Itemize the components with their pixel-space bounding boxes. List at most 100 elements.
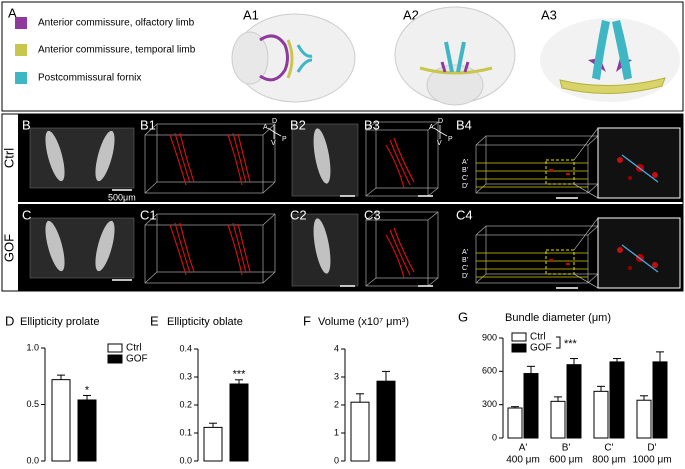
- row-label: Ctrl: [1, 148, 16, 168]
- orientation-label: D: [272, 118, 277, 125]
- bar: [51, 379, 71, 462]
- bar: [203, 426, 223, 462]
- section-label: C': [462, 265, 468, 272]
- legend-swatch: [107, 354, 123, 364]
- panel-label: G: [458, 309, 468, 324]
- legend-label: Ctrl: [530, 332, 546, 343]
- panel-label: B2: [290, 117, 306, 132]
- x-tick-label: C': [604, 443, 613, 454]
- legend-text: Anterior commissure, temporal limb: [38, 45, 196, 56]
- view-label: A1: [243, 7, 259, 22]
- x-tick-sublabel: 600 μm: [549, 455, 583, 466]
- y-tick-label: 300: [482, 399, 497, 409]
- chart-title: Ellipticity prolate: [20, 316, 99, 328]
- chart-title: Ellipticity oblate: [167, 316, 243, 328]
- significance-label: *: [85, 384, 90, 396]
- section-label: B': [462, 257, 468, 264]
- y-tick-label: 1: [334, 427, 339, 437]
- panel-label: F: [303, 313, 311, 328]
- row-label: GOF: [1, 234, 16, 262]
- significance-bracket: [556, 336, 561, 349]
- bar: [376, 380, 396, 462]
- x-tick-sublabel: 1000 μm: [632, 455, 671, 466]
- panel-label: B3: [364, 117, 380, 132]
- orientation-glyph: A D V P: [263, 118, 287, 147]
- y-tick-label: 3: [334, 371, 339, 381]
- panel-label: C1: [140, 207, 157, 222]
- panel-label: B1: [140, 117, 156, 132]
- bar: [636, 399, 652, 439]
- x-tick-label: B': [562, 443, 571, 454]
- brain-front-view: [394, 6, 516, 106]
- y-tick-label: 0.1: [179, 427, 192, 437]
- legend-label: GOF: [126, 354, 148, 365]
- x-tick-sublabel: 800 μm: [592, 455, 626, 466]
- panel-label: B: [22, 117, 31, 132]
- y-tick-label: 1.0: [26, 342, 39, 352]
- view-label: A3: [541, 7, 557, 22]
- legend-swatch: [107, 343, 123, 353]
- y-tick-label: 900: [482, 332, 497, 342]
- y-tick-label: 600: [482, 366, 497, 376]
- y-tick-label: 4: [334, 343, 339, 353]
- y-tick-label: 0.3: [179, 371, 192, 381]
- bar: [566, 364, 582, 439]
- panel-label: C2: [290, 207, 307, 222]
- section-label: A': [462, 159, 468, 166]
- bar: [609, 361, 625, 439]
- x-tick-label: A': [519, 443, 528, 454]
- bar: [229, 383, 249, 462]
- legend-swatch: [511, 343, 527, 353]
- bar: [507, 407, 523, 439]
- legend-text: Postcommissural fornix: [38, 73, 141, 84]
- orientation-label: P: [282, 136, 287, 143]
- y-tick-label: 0.0: [179, 455, 192, 465]
- orientation-label: V: [437, 140, 442, 147]
- orientation-label: P: [448, 136, 453, 143]
- panel-label: C3: [364, 207, 381, 222]
- x-tick-sublabel: 400 μm: [506, 455, 540, 466]
- bar: [652, 361, 668, 439]
- brain-close-view: [540, 18, 680, 102]
- y-tick-label: 0.2: [179, 399, 192, 409]
- chart-title: Bundle diameter (μm): [505, 312, 611, 324]
- orientation-label: D: [438, 118, 443, 125]
- significance-label: ***: [564, 338, 578, 350]
- legend-swatch: [15, 17, 27, 29]
- y-tick-label: 0: [492, 432, 497, 442]
- legend-swatch: [511, 332, 527, 342]
- orientation-label: V: [271, 140, 276, 147]
- significance-label: ***: [233, 369, 247, 381]
- bar: [77, 399, 97, 462]
- section-label: C': [462, 175, 468, 182]
- y-tick-label: 0: [334, 455, 339, 465]
- section-label: B': [462, 167, 468, 174]
- panel-label: E: [150, 313, 159, 328]
- legend-swatch: [15, 72, 27, 84]
- orientation-glyph: A D V P: [429, 118, 453, 147]
- y-tick-label: 2: [334, 399, 339, 409]
- legend-swatch: [15, 44, 27, 56]
- section-label: D': [462, 183, 468, 190]
- section-label: D': [462, 273, 468, 280]
- y-tick-label: 0.5: [26, 399, 39, 409]
- legend-text: Anterior commissure, olfactory limb: [38, 18, 195, 29]
- bar: [350, 401, 370, 462]
- legend-label: GOF: [530, 343, 552, 354]
- panel-label: A: [8, 5, 17, 20]
- bar: [550, 400, 566, 439]
- orientation-label: A: [263, 124, 268, 131]
- panel-label: B4: [456, 117, 472, 132]
- bar: [523, 373, 539, 439]
- legend-label: Ctrl: [126, 343, 142, 354]
- panel-label: D: [5, 313, 14, 328]
- y-tick-label: 0.4: [179, 343, 192, 353]
- panel-label: C4: [456, 207, 473, 222]
- panel-label: C: [22, 207, 31, 222]
- section-label: A': [462, 249, 468, 256]
- y-tick-label: 0.0: [26, 455, 39, 465]
- x-tick-label: D': [647, 443, 656, 454]
- bar: [593, 390, 609, 439]
- brain-top-view: [231, 13, 356, 103]
